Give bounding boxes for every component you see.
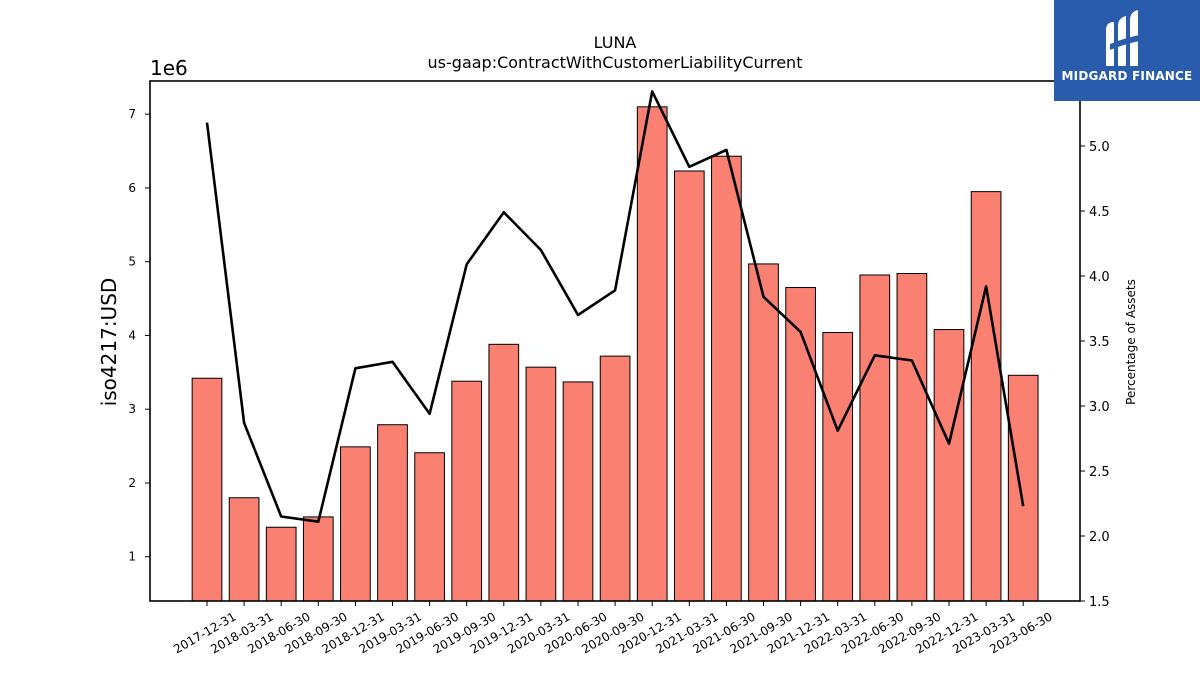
bar-2021-09-30 xyxy=(748,263,779,602)
y2-tick-label: 2.0 xyxy=(1089,530,1110,545)
y2-tick-label: 1.5 xyxy=(1089,595,1110,610)
y2-tick-label: 4.0 xyxy=(1089,270,1110,285)
bar-2019-09-30 xyxy=(451,380,483,602)
bar-2019-03-31 xyxy=(377,424,408,602)
y-axis-label: iso4217:USD xyxy=(97,278,121,407)
percentage-line xyxy=(205,90,1025,524)
bar-2020-06-30 xyxy=(562,381,594,602)
bar-2018-12-31 xyxy=(340,446,371,602)
y-tick-label: 3 xyxy=(128,402,136,416)
y-tick-label: 5 xyxy=(128,255,136,269)
bar-2021-06-30 xyxy=(711,155,742,602)
y-tick-label: 2 xyxy=(128,476,136,490)
bar-2019-12-31 xyxy=(488,343,520,602)
bar-2020-09-30 xyxy=(599,355,631,602)
y-offset-label: 1e6 xyxy=(150,56,188,80)
chart-subtitle: us-gaap:ContractWithCustomerLiabilityCur… xyxy=(428,53,803,72)
chart-title: LUNA xyxy=(594,33,637,52)
y2-axis-label: Percentage of Assets xyxy=(1124,279,1138,405)
y-tick-label: 4 xyxy=(128,328,136,342)
logo-text: MIDGARD FINANCE xyxy=(1061,69,1193,83)
bar-2022-06-30 xyxy=(859,274,891,602)
bar-2017-12-31 xyxy=(191,377,223,602)
y2-tick-label: 2.5 xyxy=(1089,465,1110,480)
y2-tick-label: 3.0 xyxy=(1089,400,1110,415)
logo-mark-icon xyxy=(1106,10,1144,66)
bar-2021-12-31 xyxy=(785,287,816,602)
bar-2018-03-31 xyxy=(228,497,260,602)
bar-2023-06-30 xyxy=(1007,374,1039,602)
bar-2018-06-30 xyxy=(265,526,297,602)
y-tick-label: 1 xyxy=(128,550,136,564)
y2-tick-label: 3.5 xyxy=(1089,335,1110,350)
y2-tick-label: 4.5 xyxy=(1089,205,1110,220)
bar-2023-03-31 xyxy=(970,191,1002,602)
bar-2019-06-30 xyxy=(414,452,445,602)
y-tick-label: 7 xyxy=(128,107,136,121)
bar-2021-03-31 xyxy=(673,170,705,602)
y2-tick-label: 5.0 xyxy=(1089,140,1110,155)
y-tick-label: 6 xyxy=(128,181,136,195)
bar-2018-09-30 xyxy=(302,516,334,602)
bar-2022-03-31 xyxy=(822,332,854,602)
bar-series xyxy=(191,106,1039,602)
bar-2020-03-31 xyxy=(525,366,557,602)
bar-2022-12-31 xyxy=(933,329,965,602)
line-series xyxy=(205,90,1025,524)
bar-2022-09-30 xyxy=(896,273,928,602)
company-logo: MIDGARD FINANCE xyxy=(1054,0,1200,101)
bar-2020-12-31 xyxy=(636,106,668,602)
